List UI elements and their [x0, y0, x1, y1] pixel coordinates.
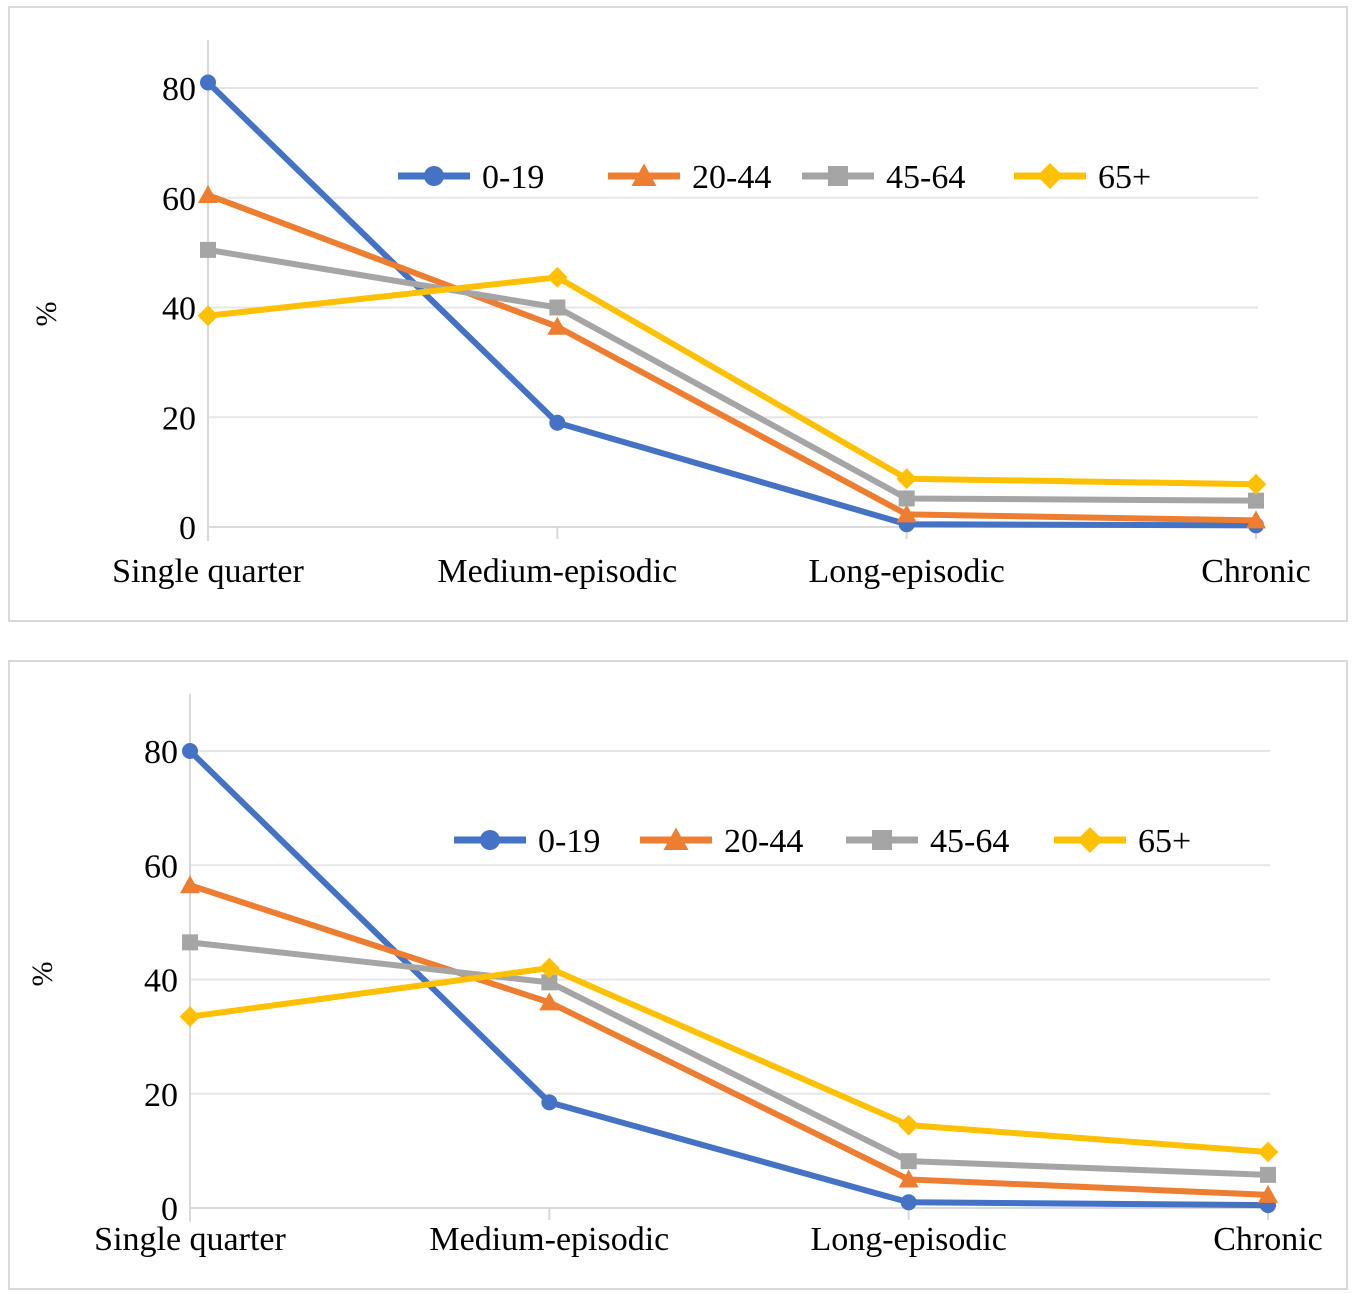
y-tick-label: 20: [144, 1077, 178, 1114]
data-point: [541, 1094, 558, 1111]
legend-label: 20-44: [692, 159, 771, 196]
data-point: [197, 305, 219, 327]
legend-marker: [631, 163, 657, 186]
legend-label: 45-64: [886, 159, 965, 196]
data-point: [546, 266, 568, 288]
data-point: [896, 504, 917, 523]
data-point: [900, 1153, 917, 1170]
legend-label: 0-19: [482, 159, 544, 196]
y-tick-label: 40: [144, 963, 178, 1000]
x-tick-label: Single quarter: [112, 553, 304, 590]
legend-label: 20-44: [724, 823, 803, 860]
legend-marker: [872, 830, 892, 850]
x-tick-label: Medium-episodic: [429, 1221, 669, 1258]
series-65+: [197, 266, 1267, 495]
series-line: [189, 965, 1269, 1156]
x-tick-label: Single quarter: [94, 1221, 286, 1258]
legend-marker: [663, 827, 689, 850]
y-tick-label: 80: [144, 734, 178, 771]
legend-label: 45-64: [930, 823, 1009, 860]
gridlines: [208, 87, 1258, 419]
data-point: [1245, 473, 1267, 495]
data-point: [900, 1194, 917, 1211]
y-tick-label: 80: [162, 71, 196, 108]
data-point: [541, 974, 558, 991]
data-point: [180, 875, 200, 894]
legend-marker: [1077, 827, 1103, 853]
data-point: [1246, 510, 1266, 529]
y-tick-label: 60: [144, 848, 178, 885]
legend-marker: [424, 166, 444, 186]
data-point: [1258, 1184, 1278, 1203]
series-0-19: [182, 743, 1276, 1214]
data-point: [898, 1114, 920, 1136]
line-chart-top: 0 20 40 60 80 Single quarter Medium-episodic Lo…: [30, 40, 1311, 590]
y-axis-label: %: [26, 962, 59, 987]
gridlines: [190, 750, 1270, 1095]
series-45-64: [182, 934, 1276, 1183]
series-line: [205, 80, 1257, 529]
series-65+: [179, 957, 1279, 1163]
legend-label: 65+: [1098, 159, 1151, 196]
data-point: [539, 992, 560, 1011]
y-tick-label: 40: [162, 291, 196, 328]
legend-marker: [828, 166, 848, 186]
x-tick-label: Long-episodic: [808, 553, 1004, 590]
data-point: [896, 468, 918, 490]
data-point: [179, 1006, 201, 1028]
data-point: [1257, 1141, 1279, 1163]
x-tick-label: Chronic: [1201, 553, 1311, 590]
data-point: [1248, 492, 1264, 509]
y-tick-label: 0: [179, 510, 196, 547]
legend-marker: [1037, 163, 1063, 189]
legend-marker: [480, 830, 500, 850]
y-axis-label: %: [30, 302, 63, 327]
series-line: [187, 748, 1269, 1209]
series-0-19: [200, 74, 1264, 534]
data-point: [200, 241, 216, 258]
legend: 0-19 20-44 45-64 65+: [398, 159, 1151, 196]
data-point: [547, 316, 568, 335]
legend-label: 0-19: [538, 823, 600, 860]
data-point: [198, 185, 218, 204]
series-line: [207, 274, 1257, 488]
data-point: [182, 934, 198, 951]
series-line: [189, 882, 1269, 1198]
data-point: [549, 299, 566, 316]
data-point: [182, 743, 198, 759]
data-point: [898, 490, 915, 507]
chart-panel-top: 0 20 40 60 80 Single quarter Medium-episodic Lo…: [8, 6, 1348, 622]
series-20-44: [180, 875, 1278, 1203]
legend-label: 65+: [1138, 823, 1191, 860]
data-point: [200, 74, 216, 91]
data-point: [1260, 1166, 1276, 1183]
series-line: [207, 246, 1257, 504]
series-line: [206, 192, 1257, 524]
y-tick-label: 60: [162, 181, 196, 218]
x-tick-label: Long-episodic: [810, 1221, 1006, 1258]
x-tick-label: Medium-episodic: [437, 553, 677, 590]
series-45-64: [200, 241, 1264, 509]
y-tick-label: 0: [161, 1191, 178, 1228]
series-line: [189, 939, 1269, 1178]
legend: 0-19 20-44 45-64 65+: [454, 823, 1191, 860]
data-point: [549, 414, 566, 431]
data-point: [898, 1169, 919, 1188]
series-20-44: [198, 185, 1266, 529]
chart-panel-bottom: 0 20 40 60 80 Single quarter Medium-episodic Lo…: [8, 660, 1348, 1290]
line-chart-bottom: 0 20 40 60 80 Single quarter Medium-episodic Lo…: [26, 694, 1323, 1258]
y-tick-label: 20: [162, 400, 196, 437]
data-point: [538, 957, 560, 979]
x-tick-label: Chronic: [1213, 1221, 1323, 1258]
